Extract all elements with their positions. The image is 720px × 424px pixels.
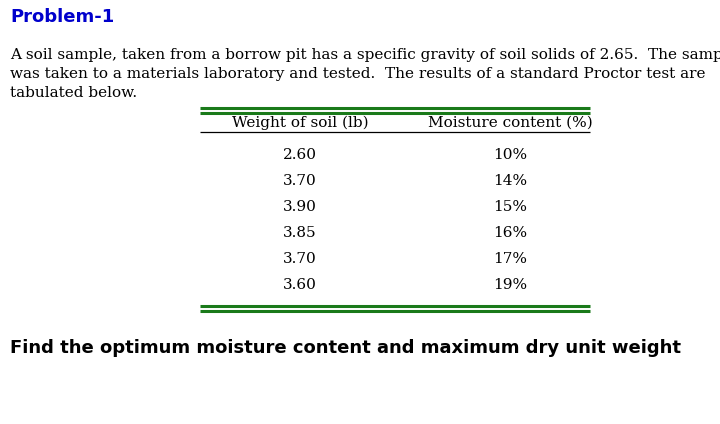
Text: Moisture content (%): Moisture content (%) [428, 116, 593, 130]
Text: 15%: 15% [493, 200, 527, 214]
Text: 14%: 14% [493, 174, 527, 188]
Text: 17%: 17% [493, 252, 527, 266]
Text: 2.60: 2.60 [283, 148, 317, 162]
Text: 3.60: 3.60 [283, 278, 317, 292]
Text: 3.90: 3.90 [283, 200, 317, 214]
Text: 16%: 16% [493, 226, 527, 240]
Text: A soil sample, taken from a borrow pit has a specific gravity of soil solids of : A soil sample, taken from a borrow pit h… [10, 48, 720, 62]
Text: Problem-1: Problem-1 [10, 8, 114, 26]
Text: 3.70: 3.70 [283, 174, 317, 188]
Text: 10%: 10% [493, 148, 527, 162]
Text: 3.70: 3.70 [283, 252, 317, 266]
Text: 19%: 19% [493, 278, 527, 292]
Text: 3.85: 3.85 [283, 226, 317, 240]
Text: was taken to a materials laboratory and tested.  The results of a standard Proct: was taken to a materials laboratory and … [10, 67, 706, 81]
Text: Weight of soil (lb): Weight of soil (lb) [232, 116, 369, 131]
Text: tabulated below.: tabulated below. [10, 86, 137, 100]
Text: Find the optimum moisture content and maximum dry unit weight: Find the optimum moisture content and ma… [10, 339, 681, 357]
